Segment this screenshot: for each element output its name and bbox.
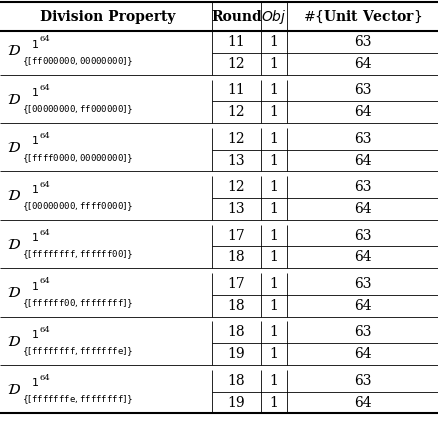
Text: 1: 1: [269, 277, 278, 291]
Text: 12: 12: [228, 132, 245, 146]
Text: 18: 18: [228, 299, 245, 313]
Text: 17: 17: [228, 277, 245, 291]
Text: $1$: $1$: [31, 38, 39, 50]
Text: 63: 63: [354, 277, 371, 291]
Text: $1$: $1$: [31, 328, 39, 340]
Text: $\{[\mathtt{ffff0000},\mathtt{00000000}]\}$: $\{[\mathtt{ffff0000},\mathtt{00000000}]…: [22, 152, 133, 165]
Text: 64: 64: [39, 84, 50, 92]
Text: 1: 1: [269, 84, 278, 98]
Text: $\mathcal{D}$: $\mathcal{D}$: [7, 43, 21, 59]
Text: 64: 64: [39, 35, 50, 43]
Text: 64: 64: [353, 396, 371, 410]
Text: 13: 13: [228, 153, 245, 167]
Text: 64: 64: [353, 57, 371, 71]
Text: Round: Round: [211, 10, 262, 24]
Text: 64: 64: [353, 202, 371, 216]
Text: $1$: $1$: [31, 279, 39, 292]
Text: 63: 63: [354, 229, 371, 243]
Text: 1: 1: [269, 57, 278, 71]
Text: 17: 17: [228, 229, 245, 243]
Text: 63: 63: [354, 325, 371, 339]
Text: 64: 64: [39, 181, 50, 189]
Text: 63: 63: [354, 132, 371, 146]
Text: 12: 12: [228, 180, 245, 194]
Text: 1: 1: [269, 35, 278, 49]
Text: 18: 18: [228, 374, 245, 388]
Text: 18: 18: [228, 250, 245, 264]
Text: $\mathcal{D}$: $\mathcal{D}$: [7, 140, 21, 155]
Text: 63: 63: [354, 84, 371, 98]
Text: $\mathcal{D}$: $\mathcal{D}$: [7, 285, 21, 300]
Text: $\mathcal{D}$: $\mathcal{D}$: [7, 92, 21, 107]
Text: 64: 64: [353, 299, 371, 313]
Text: 1: 1: [269, 202, 278, 216]
Text: 64: 64: [39, 132, 50, 140]
Text: $\{[\mathtt{ffffffff},\mathtt{fffffffe}]\}$: $\{[\mathtt{ffffffff},\mathtt{fffffffe}]…: [22, 345, 133, 358]
Text: 64: 64: [39, 326, 50, 334]
Text: $\{[\mathtt{fffffffe},\mathtt{ffffffff}]\}$: $\{[\mathtt{fffffffe},\mathtt{ffffffff}]…: [22, 394, 133, 407]
Text: 1: 1: [269, 347, 278, 361]
Text: $\{[\mathtt{00000000},\mathtt{ffff0000}]\}$: $\{[\mathtt{00000000},\mathtt{ffff0000}]…: [22, 200, 133, 213]
Text: 11: 11: [228, 35, 245, 49]
Text: 1: 1: [269, 229, 278, 243]
Text: $1$: $1$: [31, 183, 39, 195]
Text: 1: 1: [269, 105, 278, 119]
Text: $1$: $1$: [31, 231, 39, 243]
Text: 64: 64: [39, 374, 50, 382]
Text: 1: 1: [269, 396, 278, 410]
Text: 1: 1: [269, 180, 278, 194]
Text: 1: 1: [269, 374, 278, 388]
Text: 1: 1: [269, 132, 278, 146]
Text: $\mathcal{D}$: $\mathcal{D}$: [7, 382, 21, 397]
Text: $\{[\mathtt{ff000000},\mathtt{00000000}]\}$: $\{[\mathtt{ff000000},\mathtt{00000000}]…: [22, 55, 133, 68]
Text: 63: 63: [354, 180, 371, 194]
Text: 1: 1: [269, 153, 278, 167]
Text: 19: 19: [228, 347, 245, 361]
Text: 19: 19: [228, 396, 245, 410]
Text: $\mathcal{D}$: $\mathcal{D}$: [7, 334, 21, 349]
Text: 1: 1: [269, 325, 278, 339]
Text: $\mathcal{D}$: $\mathcal{D}$: [7, 188, 21, 204]
Text: 18: 18: [228, 325, 245, 339]
Text: $\#\{$Unit Vector$\}$: $\#\{$Unit Vector$\}$: [303, 8, 422, 25]
Text: 64: 64: [39, 229, 50, 237]
Text: 63: 63: [354, 374, 371, 388]
Text: 13: 13: [228, 202, 245, 216]
Text: $\mathcal{D}$: $\mathcal{D}$: [7, 237, 21, 252]
Text: 64: 64: [353, 105, 371, 119]
Text: $\{[\mathtt{ffffff00},\mathtt{ffffffff}]\}$: $\{[\mathtt{ffffff00},\mathtt{ffffffff}]…: [22, 297, 133, 310]
Text: 63: 63: [354, 35, 371, 49]
Text: 12: 12: [228, 57, 245, 71]
Text: 1: 1: [269, 250, 278, 264]
Text: 64: 64: [353, 153, 371, 167]
Text: 64: 64: [353, 250, 371, 264]
Text: $\{[\mathtt{ffffffff},\mathtt{ffffff00}]\}$: $\{[\mathtt{ffffffff},\mathtt{ffffff00}]…: [22, 248, 133, 261]
Text: $1$: $1$: [31, 376, 39, 388]
Text: $1$: $1$: [31, 134, 39, 146]
Text: 64: 64: [353, 347, 371, 361]
Text: $Obj$: $Obj$: [261, 8, 286, 25]
Text: 1: 1: [269, 299, 278, 313]
Text: $\{[\mathtt{00000000},\mathtt{ff000000}]\}$: $\{[\mathtt{00000000},\mathtt{ff000000}]…: [22, 103, 133, 116]
Text: 12: 12: [228, 105, 245, 119]
Text: Division Property: Division Property: [39, 10, 175, 24]
Text: 64: 64: [39, 277, 50, 285]
Text: $1$: $1$: [31, 86, 39, 98]
Text: 11: 11: [228, 84, 245, 98]
